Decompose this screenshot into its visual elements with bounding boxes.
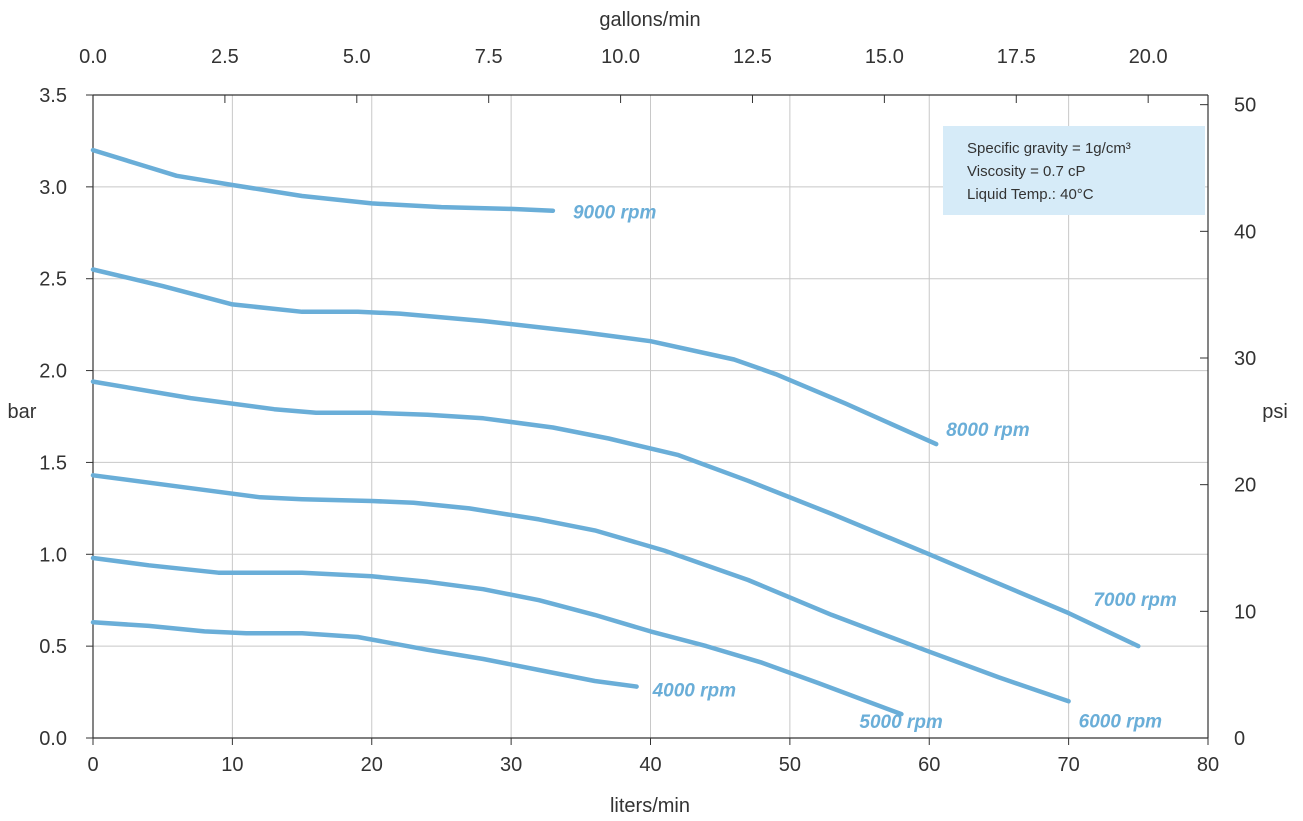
right-tick-label: 20	[1234, 475, 1256, 497]
series-labels: 9000 rpm 8000 rpm 7000 rpm 6000 rpm 5000 rpm…	[573, 203, 1177, 733]
x-tick-label: 50	[779, 754, 801, 776]
top-tick-label: 15.0	[865, 46, 904, 68]
y-tick-label: 0.0	[39, 728, 67, 750]
right-tick-label: 50	[1234, 95, 1256, 117]
tick-marks: 0 10 20 30 40 50 60 70 80 0.0 0.5 1.0 1.5 2.0 2.5 3.0 3.…	[39, 46, 1256, 776]
y-tick-label: 3.5	[39, 85, 67, 107]
y-tick-label: 2.0	[39, 361, 67, 383]
conditions-note: Specific gravity = 1g/cm³ Viscosity = 0.…	[943, 126, 1205, 215]
note-specific-gravity: Specific gravity = 1g/cm³	[967, 140, 1131, 157]
top-tick-label: 17.5	[997, 46, 1036, 68]
top-tick-label: 2.5	[211, 46, 239, 68]
series-line-8000-rpm	[90, 267, 939, 447]
right-tick-label: 0	[1234, 728, 1245, 750]
y-tick-label: 0.5	[39, 636, 67, 658]
top-tick-label: 20.0	[1129, 46, 1168, 68]
series-label: 7000 rpm	[1093, 590, 1177, 611]
right-tick-label: 40	[1234, 221, 1256, 243]
series-label: 9000 rpm	[573, 203, 657, 224]
y-tick-label: 3.0	[39, 177, 67, 199]
y-axis-title: bar	[8, 401, 37, 423]
note-liquid-temp: Liquid Temp.: 40°C	[967, 186, 1094, 203]
x-tick-label: 70	[1058, 754, 1080, 776]
right-tick-label: 30	[1234, 348, 1256, 370]
y-tick-label: 1.5	[39, 452, 67, 474]
series-label: 5000 rpm	[859, 712, 943, 733]
series-line-4000-rpm	[90, 620, 639, 689]
right-axis-title: psi	[1262, 401, 1288, 423]
series-curves	[90, 147, 1141, 717]
right-tick-label: 10	[1234, 601, 1256, 623]
series-label: 6000 rpm	[1079, 711, 1163, 732]
series-line-7000-rpm	[90, 379, 1141, 649]
y-tick-label: 1.0	[39, 544, 67, 566]
series-label: 4000 rpm	[652, 681, 737, 702]
x-tick-label: 40	[639, 754, 661, 776]
top-axis-title: gallons/min	[599, 9, 700, 31]
conditions-note-background	[943, 126, 1205, 215]
y-tick-label: 2.5	[39, 269, 67, 291]
note-viscosity: Viscosity = 0.7 cP	[967, 163, 1086, 180]
series-label: 8000 rpm	[946, 420, 1030, 441]
x-tick-label: 80	[1197, 754, 1219, 776]
series-line-5000-rpm	[90, 555, 904, 717]
x-tick-label: 30	[500, 754, 522, 776]
x-tick-label: 60	[918, 754, 940, 776]
top-tick-label: 12.5	[733, 46, 772, 68]
x-tick-label: 0	[87, 754, 98, 776]
top-tick-label: 10.0	[601, 46, 640, 68]
series-line-9000-rpm	[90, 147, 556, 213]
series-line-6000-rpm	[90, 473, 1071, 704]
top-tick-label: 7.5	[475, 46, 503, 68]
x-axis-title: liters/min	[610, 795, 690, 817]
x-tick-label: 10	[221, 754, 243, 776]
top-tick-label: 5.0	[343, 46, 371, 68]
top-tick-label: 0.0	[79, 46, 107, 68]
x-tick-label: 20	[361, 754, 383, 776]
